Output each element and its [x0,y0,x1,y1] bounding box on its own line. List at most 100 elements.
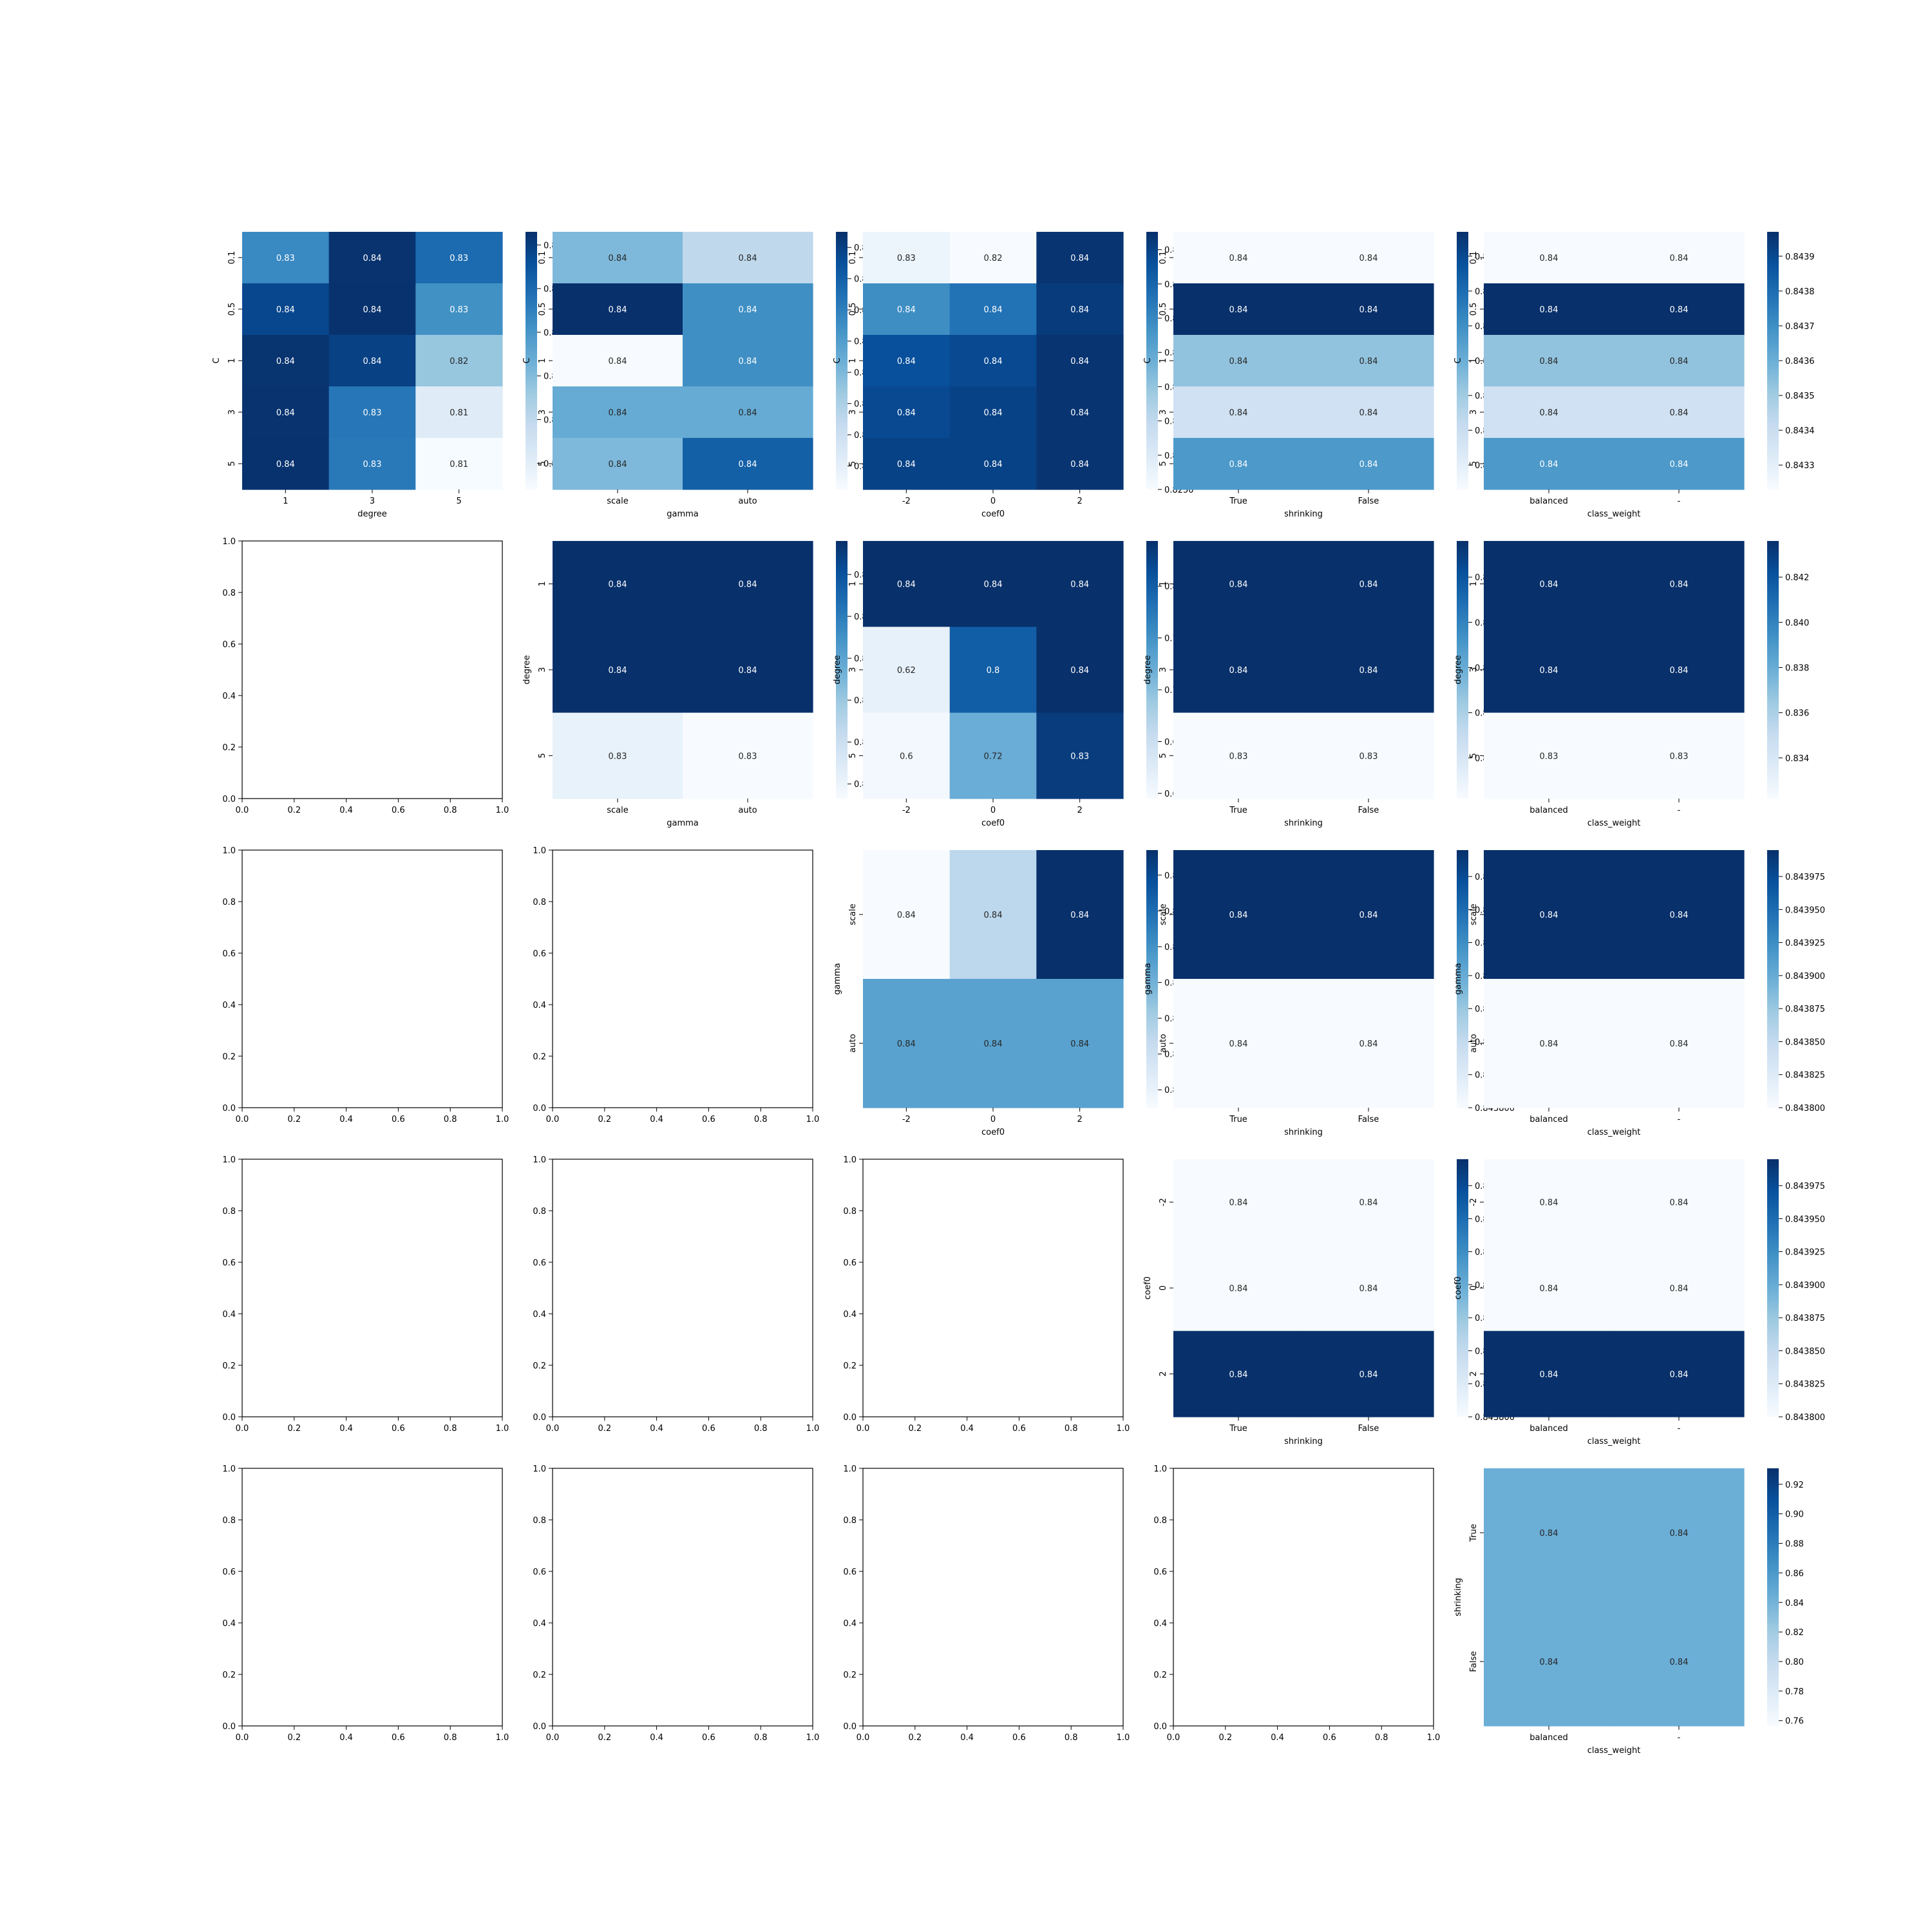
x-tick-label: 0.6 [392,1733,405,1743]
subplot-r2-c2: 0.84 0.84 0.84 0.84 0.84 0.84 -2 0 2 coef0 scale au… [833,850,1194,1137]
cell-annotation: 0.84 [363,254,382,263]
cell-annotation: 0.84 [984,408,1003,418]
x-tick-label: scale [607,497,629,506]
cell-annotation: 0.83 [1070,752,1089,761]
y-tick-label: 0.0 [222,1413,236,1423]
x-tick-label: 0.0 [857,1733,870,1743]
cell-annotation: 0.84 [739,666,757,676]
y-tick-label: 1.0 [222,1464,236,1474]
x-tick-label: 0.0 [236,1424,249,1434]
x-tick-label: False [1358,497,1379,506]
x-tick-label: 0.2 [287,1733,301,1743]
y-tick-label: 1 [1469,582,1479,587]
colorbar-tick-label: 0.82 [1785,1628,1804,1638]
subplot-r3-c3: 0.84 0.84 0.84 0.84 0.84 0.84 True False shrinki… [1143,1159,1515,1446]
heatmap-cell [1173,232,1304,284]
colorbar-tick-label: 0.8437 [1785,322,1815,332]
heatmap-cell [1303,712,1434,799]
cell-annotation: 0.83 [450,254,468,263]
cell-annotation: 0.84 [739,305,757,315]
heatmap-cell [863,850,951,980]
y-tick-label: 3 [1469,667,1479,672]
cell-annotation: 0.84 [1229,666,1248,676]
cell-annotation: 0.84 [739,408,757,418]
cell-annotation: 0.84 [984,1039,1003,1049]
heatmap-cell [1614,1597,1745,1727]
heatmap-cell [949,232,1037,284]
x-tick-label: 0.0 [1167,1733,1180,1743]
heatmap-cell [1303,438,1434,490]
y-tick-label: 0.2 [222,1671,236,1680]
x-tick-label: 0.2 [598,1115,611,1124]
cell-annotation: 0.84 [984,460,1003,469]
y-tick-label: 0.2 [1153,1671,1167,1680]
heatmap-cell [1173,850,1304,980]
cell-annotation: 0.84 [276,408,295,418]
cell-annotation: 0.84 [897,357,916,366]
y-tick-label: 0.2 [533,1361,546,1371]
heatmap-cell [683,712,813,799]
cell-annotation: 0.84 [1359,460,1378,469]
colorbar-tick-label: 0.843825 [1785,1380,1825,1390]
heatmap-cell [949,386,1037,439]
cell-annotation: 0.83 [1229,752,1248,761]
y-tick-label: 0.0 [843,1413,857,1423]
heatmap-cell [863,712,951,799]
x-tick-label: 0.4 [960,1424,974,1434]
cell-annotation: 0.84 [1070,357,1089,366]
y-tick-label: -2 [1469,1198,1479,1206]
x-tick-label: -2 [902,806,911,815]
cell-annotation: 0.84 [739,460,757,469]
subplot-r4-c2: 0.0 0.2 0.4 0.6 0.8 1.0 0.0 0.2 0.4 0.6 0.8 1.0 [843,1464,1130,1743]
cell-annotation: 0.84 [1070,1039,1089,1049]
y-tick-label: True [1469,1524,1479,1542]
y-tick-label: 0.0 [222,1722,236,1732]
heatmap-cell [415,386,503,439]
x-tick-label: 0.8 [444,1424,457,1434]
y-axis-label: coef0 [1143,1276,1153,1300]
x-tick-label: 0.6 [702,1115,715,1124]
heatmap-cell [553,283,683,336]
colorbar-tick-label: 0.88 [1785,1540,1804,1549]
heatmap-cell [553,232,683,284]
x-tick-label: 0.2 [287,1115,301,1124]
y-axis-label: degree [1454,655,1463,685]
colorbar-tick-label: 0.843950 [1785,1215,1825,1224]
x-tick-label: 0.4 [339,806,353,815]
colorbar [836,541,848,799]
y-tick-label: 0.8 [843,1516,857,1526]
heatmap-cell [1173,1331,1304,1417]
y-tick-label: 0.2 [843,1361,857,1371]
cell-annotation: 0.84 [897,460,916,469]
y-tick-label: 0.6 [222,640,236,650]
heatmap-cell [553,712,683,799]
x-tick-label: 0.0 [546,1115,560,1124]
y-tick-label: 0.6 [1153,1567,1167,1577]
y-tick-label: 5 [1469,461,1479,466]
cell-annotation: 0.84 [363,357,382,366]
colorbar-tick-label: 0.843800 [1785,1104,1825,1113]
cell-annotation: 0.84 [1229,1370,1248,1379]
y-tick-label: 1.0 [533,1155,546,1165]
heatmap-cell [1614,283,1745,336]
x-tick-label: 1.0 [496,1733,509,1743]
x-tick-label: 0.4 [650,1424,663,1434]
cell-annotation: 0.84 [1070,580,1089,590]
x-tick-label: False [1358,1115,1379,1124]
heatmap-cell [1484,283,1615,336]
y-tick-label: 0.4 [533,1001,546,1010]
cell-annotation: 0.84 [1670,911,1689,920]
cell-annotation: 0.72 [984,752,1003,761]
cell-annotation: 0.84 [739,357,757,366]
colorbar-tick-label: 0.843825 [1785,1071,1825,1081]
cell-annotation: 0.84 [1229,580,1248,590]
colorbar [836,232,848,489]
colorbar-tick-label: 0.843900 [1785,1281,1825,1291]
x-tick-label: 1.0 [496,1115,509,1124]
heatmap-cell [1614,1331,1745,1417]
cell-annotation: 0.84 [609,666,627,676]
cell-annotation: 0.84 [1070,460,1089,469]
x-axis-label: coef0 [981,819,1005,828]
colorbar-tick-label: 0.84 [1785,1598,1804,1608]
heatmap-cell [683,283,813,336]
